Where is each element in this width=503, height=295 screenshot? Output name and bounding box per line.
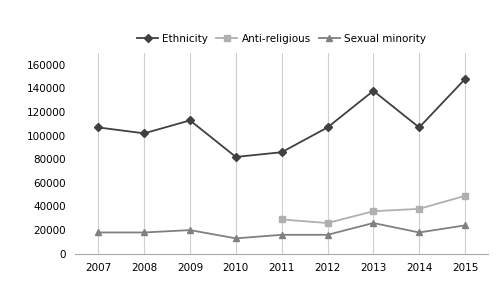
Sexual minority (279, 233, 285, 237)
Sexual minority (416, 231, 422, 234)
Sexual minority (233, 237, 239, 240)
Ethnicity (141, 132, 147, 135)
Ethnicity (187, 119, 193, 122)
Anti-religious (416, 207, 422, 211)
Sexual minority (462, 224, 468, 227)
Anti-religious (370, 209, 376, 213)
Anti-religious (324, 221, 330, 225)
Anti-religious (462, 194, 468, 198)
Line: Anti-religious: Anti-religious (279, 193, 468, 226)
Ethnicity (370, 89, 376, 93)
Ethnicity (279, 150, 285, 154)
Line: Ethnicity: Ethnicity (96, 76, 468, 160)
Ethnicity (96, 126, 102, 129)
Legend: Ethnicity, Anti-religious, Sexual minority: Ethnicity, Anti-religious, Sexual minori… (137, 34, 426, 44)
Line: Sexual minority: Sexual minority (96, 220, 468, 241)
Sexual minority (370, 221, 376, 225)
Anti-religious (279, 218, 285, 221)
Sexual minority (324, 233, 330, 237)
Ethnicity (462, 77, 468, 81)
Ethnicity (233, 155, 239, 159)
Ethnicity (416, 126, 422, 129)
Sexual minority (187, 228, 193, 232)
Sexual minority (141, 231, 147, 234)
Ethnicity (324, 126, 330, 129)
Sexual minority (96, 231, 102, 234)
